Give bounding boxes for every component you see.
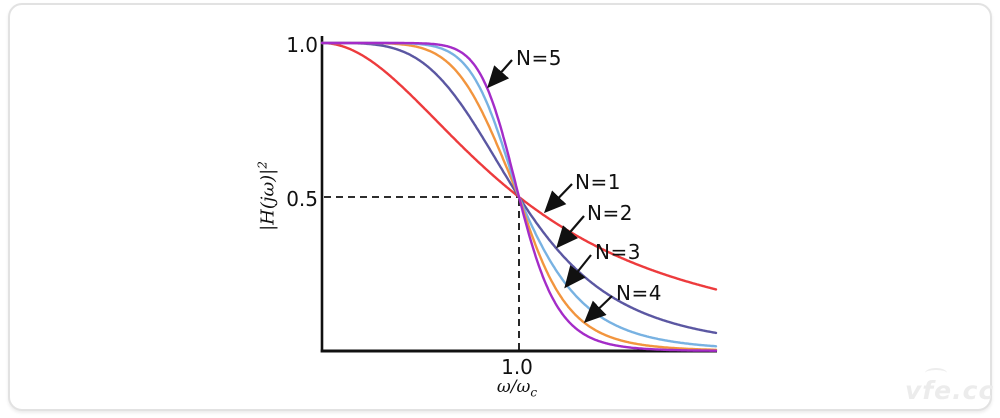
curve-n3 [517, 195, 718, 348]
y-axis-label-text: |H(jω)| [257, 168, 279, 231]
curve-n2 [517, 195, 718, 335]
annotation-label-n5: N=5 [516, 46, 562, 70]
x-axis-label-subscript: c [530, 385, 538, 400]
curve-n1 [517, 195, 718, 291]
curve-n2 [320, 41, 521, 199]
curve-n1 [320, 41, 521, 199]
annotation-label-n2: N=2 [587, 201, 633, 225]
y-tick-1.0: 1.0 [286, 33, 318, 57]
watermark: vfe.cc [905, 376, 995, 405]
curve-n4 [517, 195, 718, 351]
x-tick-1.0: 1.0 [501, 355, 533, 379]
curve-n5 [320, 41, 521, 199]
annotation-arrow-n1 [543, 183, 573, 214]
annotation-arrow-n2 [556, 215, 585, 249]
curve-n3 [320, 41, 521, 199]
curve-n5 [517, 195, 718, 352]
annotation-label-n1: N=1 [575, 170, 621, 194]
y-axis-label-exponent: 2 [255, 161, 270, 169]
annotation-label-n3: N=3 [595, 240, 641, 264]
x-axis-label: ω/ωc [497, 377, 537, 399]
curve-n4 [320, 41, 521, 199]
y-axis-label: |H(jω)|2 [256, 161, 279, 231]
x-axis-label-text: ω/ω [496, 377, 531, 397]
annotation-arrow-n4 [583, 295, 613, 324]
y-tick-0.5: 0.5 [286, 187, 318, 211]
annotation-arrow-n5 [487, 59, 513, 89]
watermark-swoosh [925, 368, 947, 378]
annotation-label-n4: N=4 [616, 281, 662, 305]
annotation-arrow-n3 [564, 254, 592, 289]
